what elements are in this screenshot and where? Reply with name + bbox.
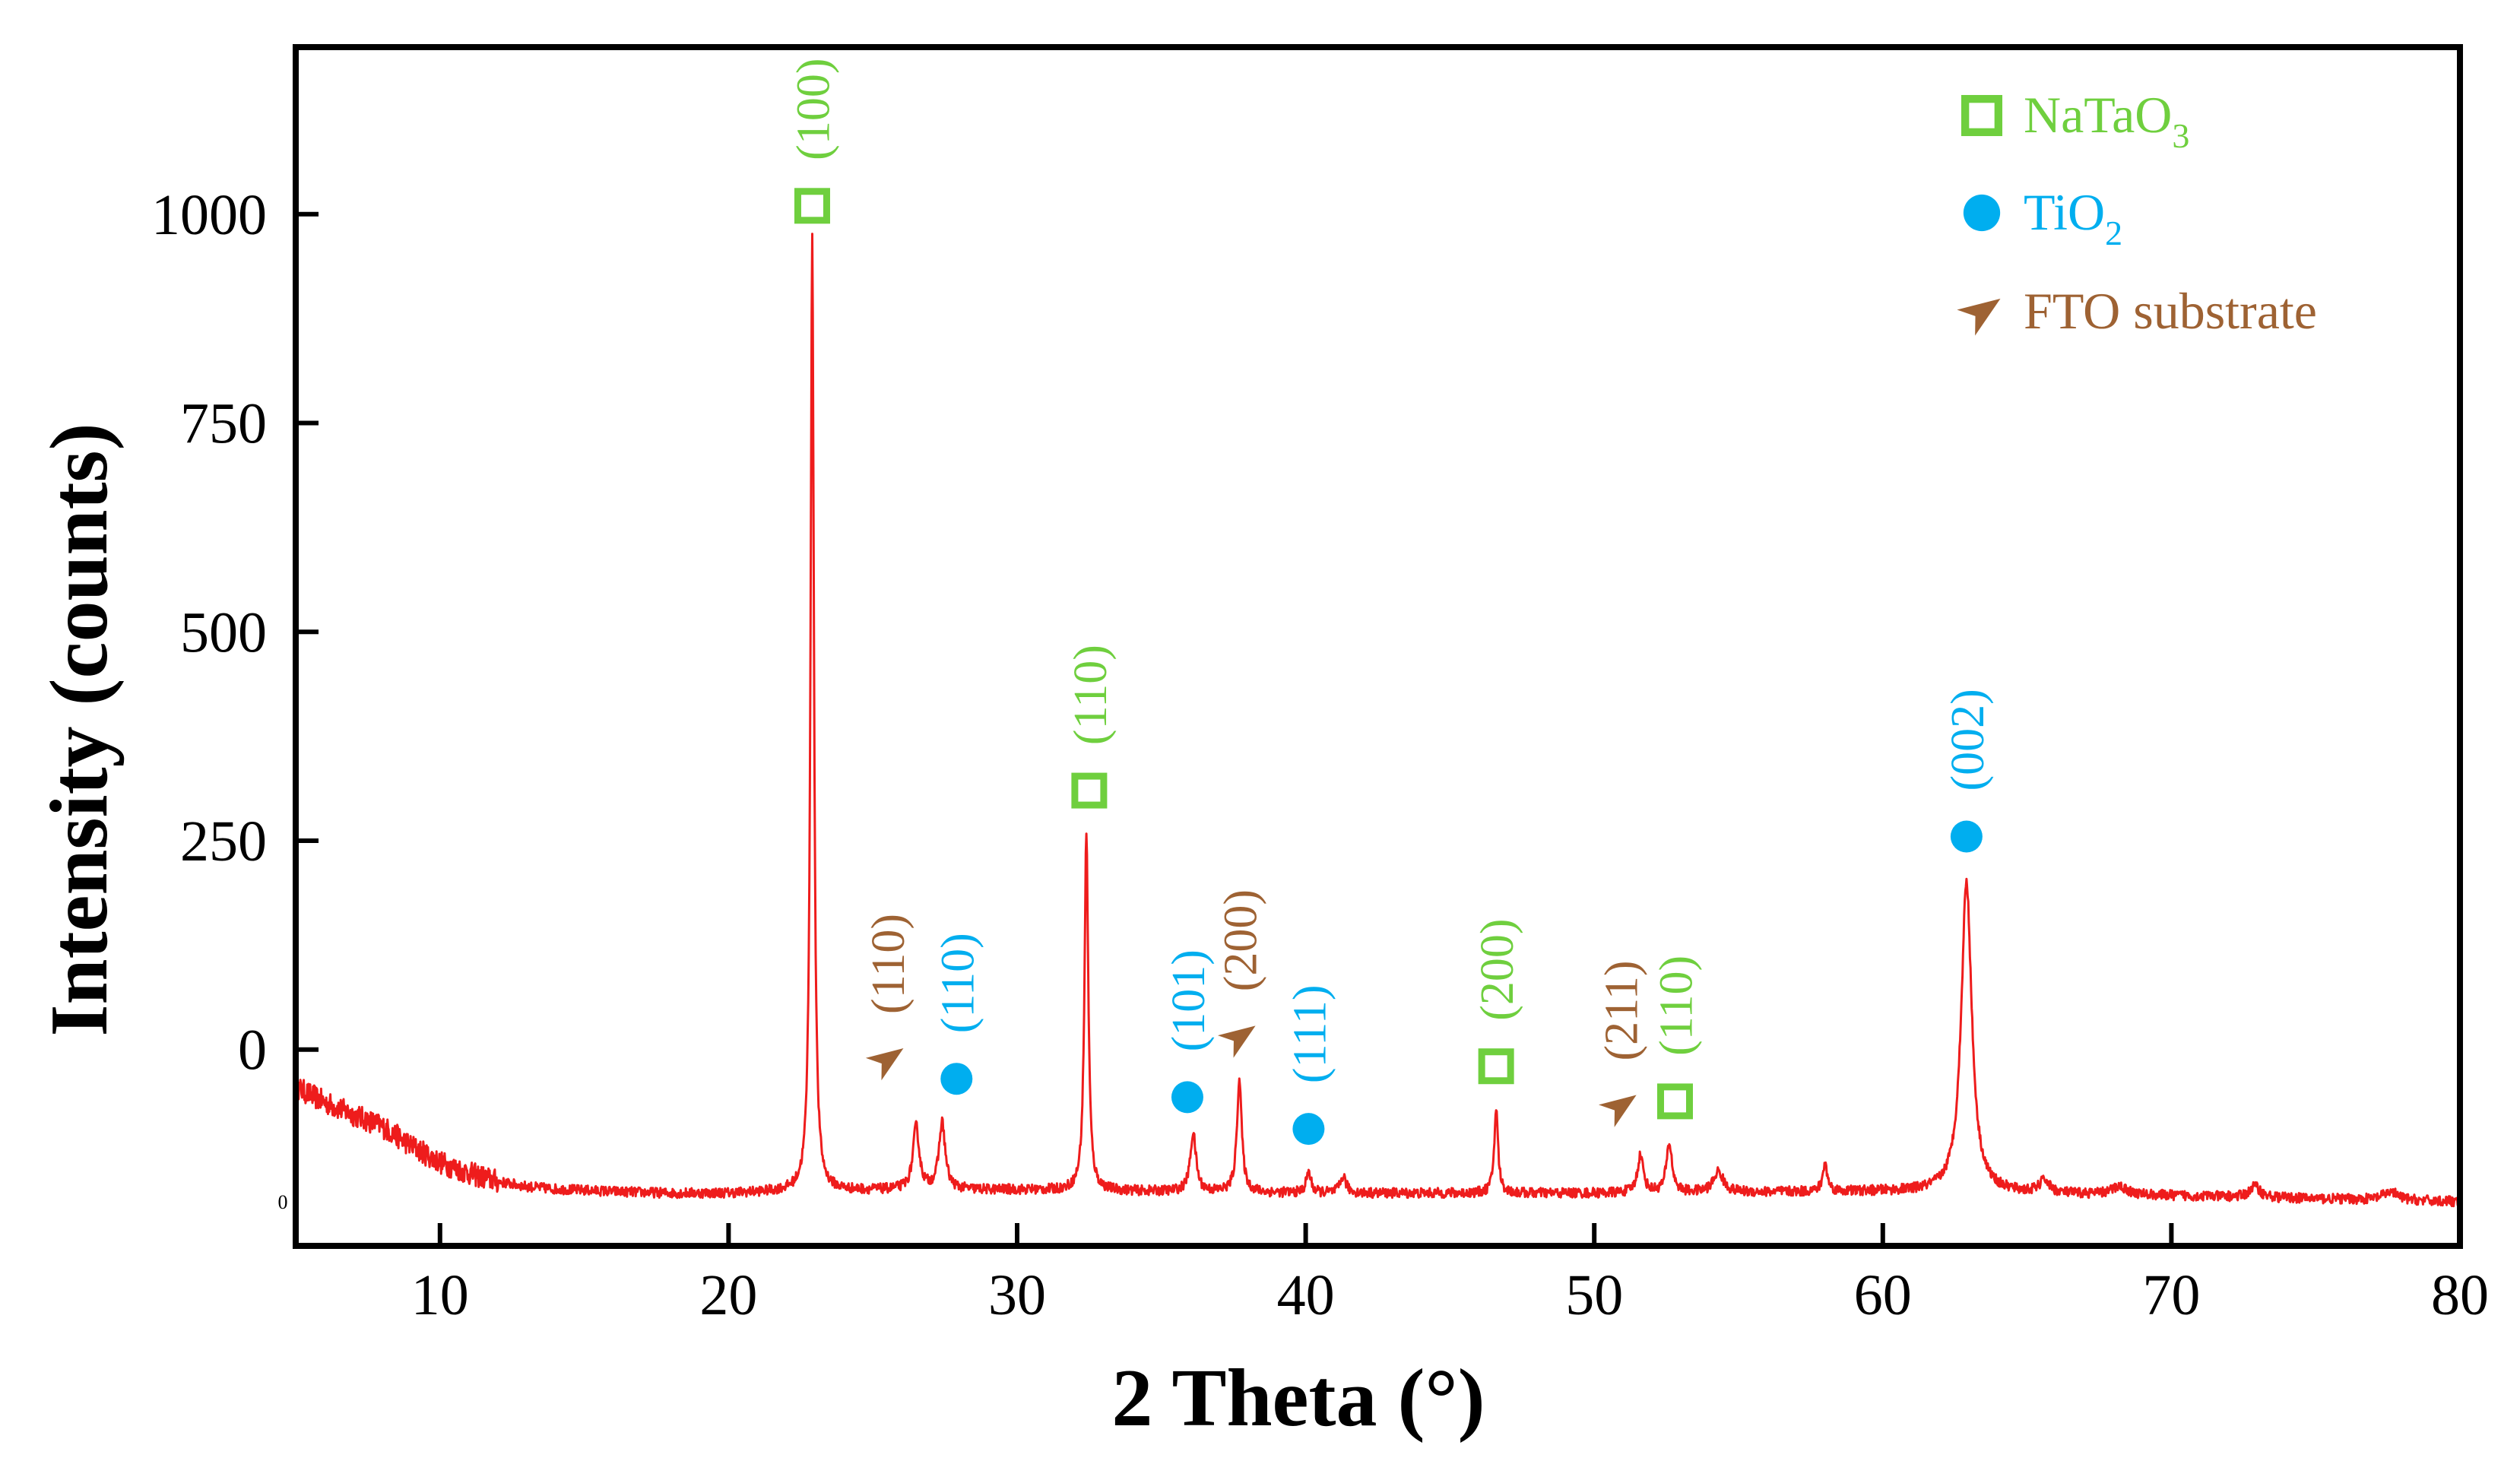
- legend-tio2-icon: [1963, 194, 2001, 232]
- legend-label: TiO2: [2024, 183, 2122, 252]
- fto-marker: [865, 1048, 904, 1081]
- y-tick-label: 250: [180, 810, 267, 873]
- legend-natao3-icon: [1961, 94, 2003, 137]
- y-tick-label: 1000: [151, 183, 267, 247]
- x-axis-title: 2 Theta (°): [1111, 1353, 1485, 1444]
- tio2-marker: [1292, 1113, 1325, 1146]
- hkl-label: (002): [1942, 689, 1994, 791]
- natao3-marker: [1656, 1083, 1693, 1120]
- legend-label: NaTaO3: [2024, 86, 2189, 155]
- stray-zero-mark: 0: [278, 1191, 288, 1213]
- tio2-marker: [1171, 1081, 1203, 1114]
- x-tick-label: 40: [1277, 1263, 1335, 1327]
- natao3-marker: [794, 188, 830, 224]
- hkl-label: (200): [1472, 918, 1523, 1020]
- hkl-label: (101): [1163, 949, 1215, 1051]
- plot-frame: [293, 44, 2463, 1249]
- xrd-trace: [294, 233, 2461, 1208]
- natao3-marker: [1478, 1048, 1514, 1085]
- hkl-label: (110): [932, 933, 984, 1033]
- x-tick-label: 60: [1854, 1263, 1912, 1327]
- hkl-label: (100): [788, 59, 839, 160]
- hkl-label: (110): [863, 914, 914, 1014]
- tio2-marker: [940, 1063, 973, 1095]
- y-tick-label: 500: [180, 601, 267, 664]
- fto-marker: [1599, 1095, 1637, 1127]
- legend-fto-icon: [1957, 298, 2001, 336]
- natao3-marker: [1071, 772, 1108, 809]
- x-tick-label: 10: [411, 1263, 469, 1327]
- legend-label: FTO substrate: [2024, 282, 2317, 340]
- x-tick-label: 30: [988, 1263, 1046, 1327]
- x-tick-label: 50: [1565, 1263, 1623, 1327]
- tio2-marker: [1950, 820, 1983, 853]
- y-axis-title: Intensity (counts): [34, 423, 125, 1036]
- hkl-label: (200): [1215, 889, 1266, 991]
- x-tick-label: 80: [2431, 1263, 2489, 1327]
- y-tick-label: 750: [180, 392, 267, 456]
- fto-marker: [1217, 1025, 1256, 1058]
- x-tick-label: 20: [699, 1263, 757, 1327]
- y-tick-label: 0: [238, 1019, 267, 1082]
- x-tick-label: 70: [2142, 1263, 2200, 1327]
- hkl-label: (110): [1650, 956, 1702, 1056]
- hkl-label: (111): [1284, 984, 1336, 1083]
- hkl-label: (211): [1596, 960, 1647, 1060]
- hkl-label: (110): [1065, 645, 1117, 745]
